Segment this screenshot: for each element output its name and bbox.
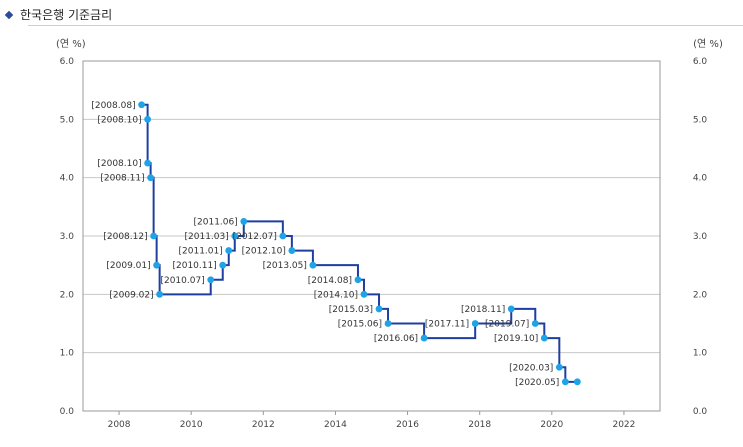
y-tick-label-left: 5.0: [60, 115, 75, 125]
data-point: [156, 290, 164, 298]
data-label: [2008.10]: [97, 159, 141, 169]
data-label: [2016.06]: [374, 334, 418, 344]
data-label: [2012.10]: [242, 247, 286, 257]
y-tick-label-left: 1.0: [60, 349, 75, 359]
data-point: [573, 378, 581, 386]
data-point: [507, 305, 515, 313]
y-tick-label-right: 0.0: [693, 407, 708, 417]
data-label: [2009.01]: [106, 261, 150, 271]
data-point: [153, 261, 161, 269]
data-point: [471, 320, 479, 327]
grid-lines: [83, 118, 660, 354]
data-label: [2015.03]: [329, 305, 373, 315]
data-point: [231, 232, 239, 240]
plot-area: [82, 60, 661, 412]
chart-title: 한국은행 기준금리: [4, 6, 112, 23]
y-tick-label-right: 3.0: [693, 232, 708, 242]
data-point: [144, 115, 152, 123]
data-label: [2011.03]: [185, 232, 229, 242]
data-label: [2020.03]: [509, 363, 553, 373]
data-label: [2010.11]: [172, 261, 216, 271]
data-label: [2014.10]: [314, 290, 358, 300]
y-axis-left: 0.0 1.0 2.0 3.0 4.0 5.0 6.0: [60, 57, 75, 417]
data-label: [2008.11]: [100, 174, 144, 184]
data-label: [2013.05]: [263, 261, 307, 271]
y-tick-label-left: 2.0: [60, 290, 75, 300]
y-axis-right: 0.0 1.0 2.0 3.0 4.0 5.0 6.0: [693, 57, 708, 417]
x-tick-label: 2018: [468, 420, 491, 430]
data-label: [2008.08]: [91, 101, 135, 111]
data-point: [147, 174, 155, 182]
y-tick-label-right: 2.0: [693, 290, 708, 300]
x-tick-label: 2010: [180, 420, 203, 430]
y-tick-label-left: 6.0: [60, 57, 75, 67]
data-point: [531, 320, 539, 327]
data-label: [2011.06]: [194, 217, 238, 227]
data-label: [2011.01]: [179, 247, 223, 257]
y-axis-left-unit: (연 %): [56, 38, 86, 50]
data-point: [279, 232, 287, 240]
data-point: [240, 218, 248, 225]
data-label: [2009.02]: [109, 290, 153, 300]
x-tick-label: 2016: [396, 420, 419, 430]
x-tick-label: 2020: [540, 420, 563, 430]
chart-title-text: 한국은행 기준금리: [20, 8, 113, 22]
data-point: [150, 232, 158, 240]
data-point: [219, 261, 227, 269]
data-point: [420, 334, 428, 342]
data-label: [2019.07]: [485, 320, 529, 330]
x-tick-label: 2012: [252, 420, 275, 430]
data-label: [2008.12]: [103, 232, 147, 242]
x-tick-label: 2014: [324, 420, 347, 430]
data-point: [540, 334, 548, 342]
data-point: [360, 290, 368, 298]
data-label: [2020.05]: [515, 378, 559, 388]
y-tick-label-right: 5.0: [693, 115, 708, 125]
data-point: [561, 378, 569, 386]
data-point: [207, 276, 215, 284]
x-tick-label: 2022: [612, 420, 635, 430]
y-tick-label-left: 0.0: [60, 407, 75, 417]
data-point: [555, 363, 563, 371]
data-point: [384, 320, 392, 327]
data-label: [2019.10]: [494, 334, 538, 344]
data-point: [309, 261, 317, 269]
x-axis: 2008 2010 2012 2014 2016 2018 2020 2022: [108, 411, 635, 430]
data-point: [288, 247, 296, 254]
data-label: [2014.08]: [308, 276, 352, 286]
data-point: [225, 247, 233, 254]
data-markers: [138, 101, 581, 386]
data-point: [354, 276, 362, 284]
y-tick-label-left: 3.0: [60, 232, 75, 242]
y-axis-right-unit: (연 %): [693, 38, 723, 50]
data-label: [2012.07]: [233, 232, 277, 242]
data-label: [2010.07]: [160, 276, 204, 286]
data-label: [2008.10]: [97, 115, 141, 125]
y-tick-label-right: 1.0: [693, 349, 708, 359]
data-label: [2018.11]: [461, 305, 505, 315]
y-tick-label-left: 4.0: [60, 174, 75, 184]
y-tick-label-right: 6.0: [693, 57, 708, 67]
y-tick-label-right: 4.0: [693, 174, 708, 184]
data-label: [2017.11]: [425, 320, 469, 330]
data-labels: [2008.08] [2008.10] [2008.10] [2008.11] [200…: [91, 101, 559, 388]
data-point: [138, 101, 146, 109]
data-point: [144, 159, 152, 167]
title-divider: [28, 25, 743, 26]
data-point: [375, 305, 383, 313]
data-label: [2015.06]: [338, 320, 382, 330]
x-tick-label: 2008: [108, 420, 131, 430]
